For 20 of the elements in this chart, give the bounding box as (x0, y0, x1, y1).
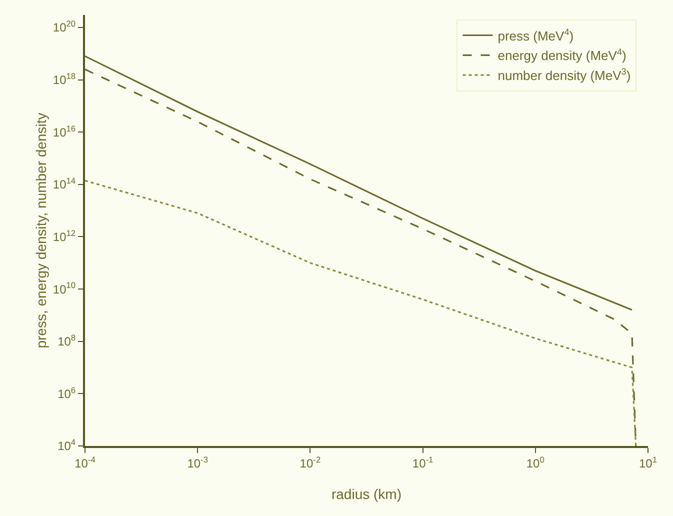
y-tick-label: 10$^{16}$ (52, 123, 76, 140)
y-tick-label: 10$^{8}$ (58, 332, 76, 349)
x-tick-label: 10$^{0}$ (526, 454, 545, 470)
x-axis-title: radius (km) (331, 486, 402, 502)
y-tick-label: 10$^{10}$ (52, 280, 76, 296)
y-tick-label: 10$^{4}$ (58, 437, 76, 454)
legend-label: number density (MeV$^{3}$) (498, 66, 631, 84)
legend-label: energy density (MeV$^{4}$) (498, 46, 626, 64)
x-tick-label: 10$^{-1}$ (412, 454, 434, 470)
y-tick-label: 10$^{14}$ (52, 176, 76, 192)
x-tick-label: 10$^{-3}$ (187, 454, 208, 470)
y-tick-label: 10$^{12}$ (52, 228, 76, 244)
x-tick-label: 10$^{-4}$ (74, 454, 96, 470)
legend-label: press (MeV$^{4}$) (498, 26, 574, 44)
y-tick-label: 10$^{6}$ (58, 384, 76, 401)
x-tick-label: 10$^{1}$ (638, 454, 658, 470)
y-axis-title: press, energy density, number density (33, 112, 49, 348)
x-tick-label: 10$^{-2}$ (300, 454, 321, 470)
y-tick-label: 10$^{18}$ (52, 70, 76, 87)
y-tick-label: 10$^{20}$ (52, 18, 76, 35)
